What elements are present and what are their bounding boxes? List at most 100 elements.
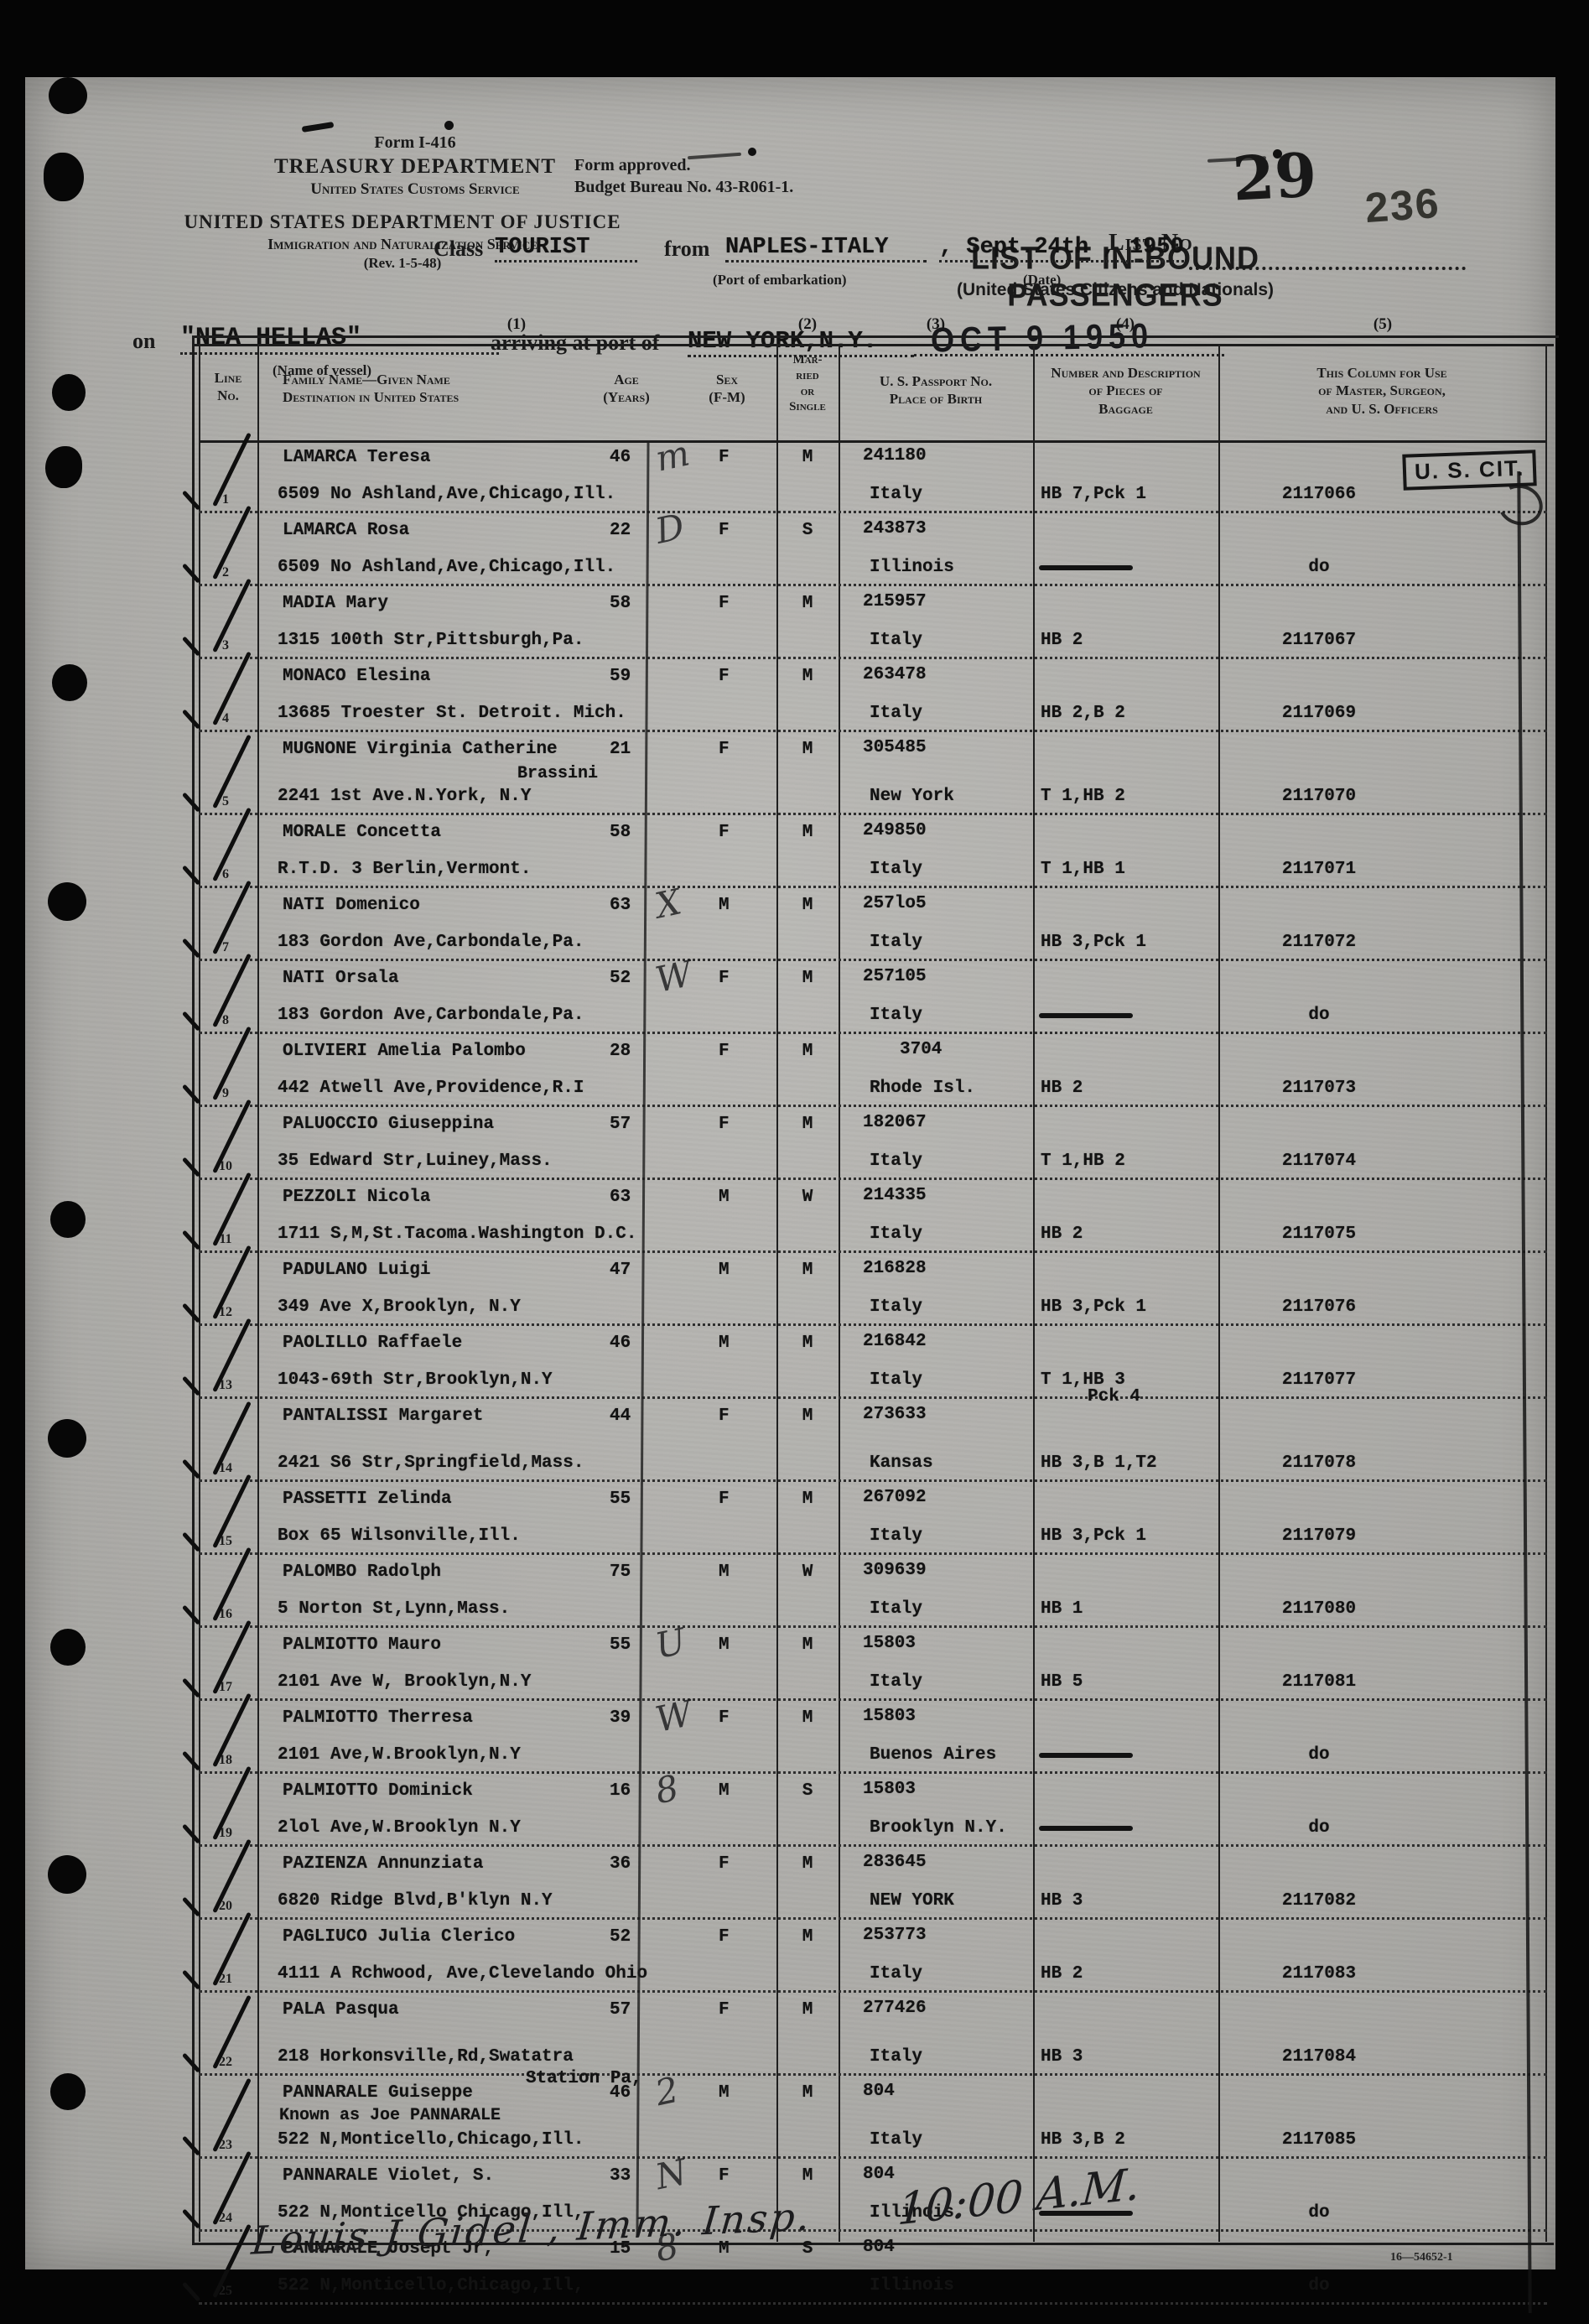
destination-address: 2241 1st Ave.N.York, N.Y <box>278 787 532 806</box>
passport-number: 214335 <box>863 1186 927 1205</box>
table-row: 14 PANTALISSI Margaret 44 F M 273633 242… <box>199 1387 1547 1482</box>
column-divider <box>257 344 259 2242</box>
place-of-birth: Italy <box>870 1599 923 1619</box>
passenger-name: PALUOCCIO Giuseppina <box>283 1115 495 1134</box>
passenger-name: NATI Domenico <box>283 896 420 915</box>
marital-status: M <box>802 1406 813 1426</box>
passenger-name: PALA Pasqua <box>283 2000 399 2020</box>
destination-address: 1315 100th Str,Pittsburgh,Pa. <box>278 631 584 650</box>
passenger-age: 57 <box>610 1115 631 1134</box>
place-of-birth: Illinois <box>870 2276 954 2295</box>
destination-address: 183 Gordon Ave,Carbondale,Pa. <box>278 933 584 952</box>
place-of-birth: Italy <box>870 1152 923 1171</box>
ink-scratch <box>444 121 454 130</box>
checkmark-annotation <box>194 580 236 652</box>
blank-dash-mark <box>1039 1753 1133 1758</box>
passport-number: 257105 <box>863 967 927 986</box>
officer-column-value: 2117076 <box>1281 1297 1357 1317</box>
passenger-age: 63 <box>610 896 631 915</box>
destination-address: R.T.D. 3 Berlin,Vermont. <box>278 860 532 879</box>
passenger-name: PANNARALE Josept Jr, <box>283 2239 495 2259</box>
officer-column-value: 2117072 <box>1281 933 1357 952</box>
passport-number: 804 <box>863 2238 895 2257</box>
officer-column-value: 2117067 <box>1281 631 1357 650</box>
table-row: 20 PAZIENZA Annunziata 36 F M 283645 682… <box>199 1847 1547 1920</box>
page-number-stamp: 236 <box>1363 179 1442 232</box>
table-row: 5 MUGNONE Virginia Catherine Brassini 21… <box>199 732 1547 815</box>
passenger-sex: M <box>719 896 730 915</box>
passenger-age: 52 <box>610 969 631 988</box>
passport-number: 182067 <box>863 1113 927 1132</box>
passenger-sex: F <box>719 1927 730 1947</box>
baggage-description: T 1,HB 3 <box>1041 1370 1125 1390</box>
baggage-description: HB 1 <box>1041 1599 1083 1619</box>
embarkation-port-value: NAPLES-ITALY <box>725 235 927 263</box>
place-of-birth: Rhode Isl. <box>870 1079 976 1098</box>
destination-address: 218 Horkonsville,Rd,Swatatra <box>278 2047 574 2067</box>
table-row: 19 PALMIOTTO Dominick 16 M S 15803 2lol … <box>199 1767 1547 1847</box>
passenger-name: PAGLIUCO Julia Clerico <box>283 1927 516 1947</box>
checkmark-annotation <box>194 1475 236 1547</box>
passenger-name-note: Brassini <box>517 764 599 783</box>
marital-status: M <box>802 1334 813 1353</box>
place-of-birth: Italy <box>870 704 923 723</box>
table-row: 3 MADIA Mary 58 F M 215957 1315 100th St… <box>199 586 1547 659</box>
passenger-age: 58 <box>610 594 631 613</box>
marital-status: M <box>802 896 813 915</box>
passport-number: 15803 <box>863 1634 917 1653</box>
marital-status: M <box>802 1490 813 1509</box>
passport-number: 257lo5 <box>863 894 927 913</box>
passport-number: 243873 <box>863 519 927 538</box>
class-label: Class <box>434 237 484 261</box>
place-of-birth: Italy <box>870 933 923 952</box>
destination-address: 442 Atwell Ave,Providence,R.I <box>278 1079 584 1098</box>
passenger-age: 58 <box>610 823 631 842</box>
budget-bureau: Budget Bureau No. 43-R061-1. <box>574 178 794 196</box>
passenger-sex: F <box>719 823 730 842</box>
passenger-name: PALMIOTTO Mauro <box>283 1635 442 1655</box>
port-caption: (Port of embarkation) <box>713 272 847 288</box>
table-row: 17 PALMIOTTO Mauro 55 M M 15803 2101 Ave… <box>199 1620 1547 1701</box>
checkmark-annotation <box>194 808 236 881</box>
baggage-description: HB 3,B 1,T2 <box>1041 1453 1157 1473</box>
on-label: on <box>132 329 156 353</box>
print-code: 16—54652-1 <box>1390 2251 1453 2264</box>
header-officers: This Column for Use of Master, Surgeon, … <box>1316 365 1447 417</box>
place-of-birth: Italy <box>870 1526 923 1546</box>
passport-number: 305485 <box>863 738 927 757</box>
justice-dept: UNITED STATES DEPARTMENT OF JUSTICE <box>184 211 621 232</box>
passenger-name-note: Known as Joe PANNARALE <box>279 2106 501 2125</box>
marital-status: M <box>802 1115 813 1134</box>
passport-number: 283645 <box>863 1853 927 1872</box>
baggage-description: HB 2 <box>1041 1964 1083 1983</box>
marital-status: M <box>802 2166 813 2186</box>
checkmark-annotation <box>194 736 236 808</box>
marital-status: M <box>802 1927 813 1947</box>
header-name-destination: Family Name—Given Name Destination in Un… <box>283 372 460 406</box>
passenger-name: PALOMBO Radolph <box>283 1562 442 1582</box>
place-of-birth: Italy <box>870 1006 923 1025</box>
treasury-dept: TREASURY DEPARTMENT <box>273 155 557 178</box>
passenger-age: 46 <box>610 2083 631 2103</box>
page-title: LIST OF IN-BOUND PASSENGERS <box>971 239 1259 314</box>
punch-hole <box>52 664 87 701</box>
officer-column-value: 2117073 <box>1281 1079 1357 1098</box>
passenger-sex: F <box>719 2000 730 2020</box>
column-number-3: (3) <box>926 315 946 333</box>
marital-status: M <box>802 1042 813 1061</box>
table-header: Line No. Family Name—Given Name Destinat… <box>199 344 1547 443</box>
ink-scratch <box>1273 149 1282 159</box>
checkmark-annotation <box>194 2079 236 2151</box>
passport-number: 215957 <box>863 592 927 611</box>
passport-number: 804 <box>863 2082 895 2101</box>
passenger-table: (1) (2) (3) (4) (5) Line No. Family Name… <box>192 315 1559 2305</box>
baggage-description: HB 3 <box>1041 1891 1083 1911</box>
marital-status: W <box>802 1188 813 1207</box>
table-row: 4 MONACO Elesina 59 F M 263478 13685 Tro… <box>199 659 1547 732</box>
date-caption: (Date) <box>1023 272 1062 288</box>
officer-column-value: 2117080 <box>1281 1599 1357 1619</box>
marital-status: S <box>802 521 813 540</box>
passenger-name: PALMIOTTO Therresa <box>283 1708 473 1728</box>
passenger-sex: M <box>719 2239 730 2259</box>
from-label: from <box>664 237 710 261</box>
